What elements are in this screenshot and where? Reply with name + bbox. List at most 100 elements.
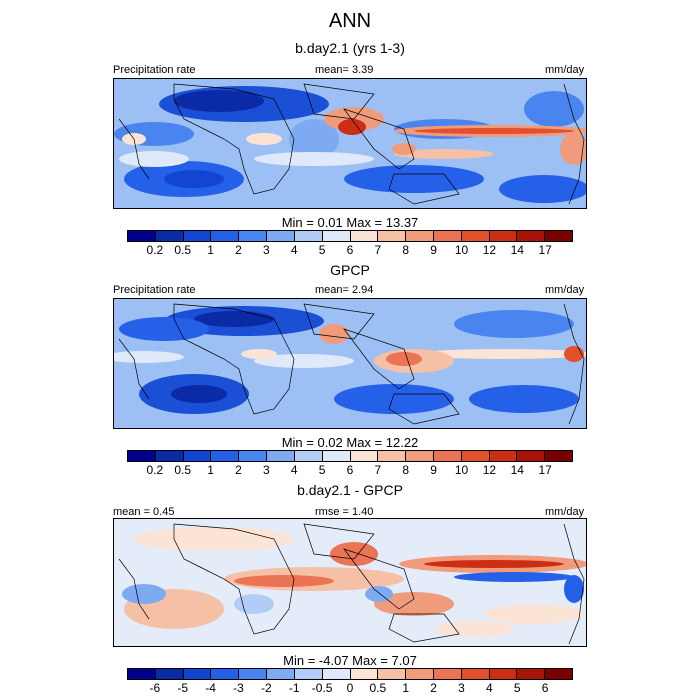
colorbar-tick-label: -6 — [149, 681, 161, 695]
colorbar-tick-label: 7 — [374, 243, 382, 257]
colorbar-tick-label: 3 — [458, 681, 465, 695]
panel1-units-label: mm/day — [545, 64, 585, 76]
colorbar-tick-label: 10 — [454, 243, 469, 257]
colorbar-swatch — [545, 451, 572, 461]
colorbar-swatch — [489, 669, 518, 679]
colorbar-swatch — [350, 451, 379, 461]
colorbar-swatch — [128, 669, 156, 679]
colorbar-swatch — [155, 669, 184, 679]
colorbar-swatch — [378, 451, 407, 461]
colorbar-swatch — [128, 451, 156, 461]
colorbar-swatch — [433, 231, 462, 241]
colorbar-swatch — [489, 451, 518, 461]
panel2-colorbar-labels: 0.2 0.5 1 2 3 4 5 6 7 8 9 10 12 14 17 — [127, 463, 573, 479]
colorbar-swatch — [350, 231, 379, 241]
colorbar-swatch — [433, 669, 462, 679]
colorbar-tick-label: 2 — [235, 463, 242, 477]
colorbar-swatch — [406, 669, 434, 679]
colorbar-swatch — [322, 231, 351, 241]
colorbar-swatch — [239, 231, 268, 241]
colorbar-tick-label: 1 — [207, 463, 214, 477]
colorbar-tick-label: 3 — [263, 463, 270, 477]
colorbar-swatch — [378, 231, 407, 241]
colorbar-tick-label: -5 — [177, 681, 189, 695]
colorbar-tick-label: 0.5 — [369, 681, 387, 695]
colorbar-tick-label: 14 — [510, 243, 524, 257]
colorbar-tick-label: 4 — [290, 243, 298, 257]
colorbar-swatch — [461, 451, 490, 461]
colorbar-swatch — [211, 669, 240, 679]
panel2-title: GPCP — [330, 262, 370, 278]
colorbar-tick-label: 0.2 — [146, 463, 164, 477]
colorbar-tick-label: -1 — [288, 681, 300, 695]
colorbar-swatch — [128, 231, 156, 241]
panel3-units-label: mm/day — [545, 506, 585, 518]
colorbar-swatch — [267, 451, 295, 461]
colorbar-tick-label: 7 — [374, 463, 382, 477]
colorbar-tick-label: 4 — [486, 681, 493, 695]
colorbar-tick-label: -0.5 — [311, 681, 333, 695]
colorbar-swatch — [433, 451, 462, 461]
colorbar-tick-label: 14 — [510, 463, 524, 477]
colorbar-tick-label: -3 — [233, 681, 244, 695]
colorbar-swatch — [211, 231, 240, 241]
colorbar-tick-label: -4 — [205, 681, 216, 695]
panel1-minmax: Min = 0.01 Max = 13.37 — [281, 215, 419, 230]
colorbar-tick-label: 1 — [207, 243, 214, 257]
colorbar-tick-label: 10 — [454, 463, 469, 477]
panel2-map — [113, 298, 587, 429]
colorbar-tick-label: 6 — [346, 243, 354, 257]
colorbar-tick-label: -2 — [261, 681, 272, 695]
colorbar-swatch — [322, 669, 351, 679]
colorbar-swatch — [545, 669, 572, 679]
colorbar-tick-label: 17 — [538, 243, 552, 257]
colorbar-tick-label: 5 — [318, 463, 326, 477]
panel3-colorbar — [127, 668, 573, 680]
colorbar-tick-label: 3 — [263, 243, 270, 257]
panel1-colorbar-labels: 0.2 0.5 1 2 3 4 5 6 7 8 9 10 12 14 17 — [127, 243, 573, 259]
panel2-left-label: Precipitation rate — [113, 284, 196, 296]
colorbar-swatch — [517, 669, 546, 679]
colorbar-tick-label: 2 — [235, 243, 242, 257]
colorbar-tick-label: 2 — [430, 681, 437, 695]
colorbar-swatch — [350, 669, 379, 679]
colorbar-swatch — [517, 231, 546, 241]
colorbar-swatch — [267, 231, 295, 241]
colorbar-swatch — [545, 231, 572, 241]
colorbar-tick-label: 0.5 — [174, 463, 192, 477]
colorbar-tick-label: 0 — [346, 681, 354, 695]
panel3-minmax: Min = -4.07 Max = 7.07 — [283, 653, 417, 668]
panel1-colorbar — [127, 230, 573, 242]
colorbar-swatch — [294, 451, 323, 461]
colorbar-swatch — [155, 231, 184, 241]
colorbar-swatch — [406, 451, 434, 461]
colorbar-swatch — [461, 669, 490, 679]
panel3-mean-label: mean = 0.45 — [113, 506, 175, 518]
panel3-colorbar-labels: -6 -5 -4 -3 -2 -1 -0.5 0 0.5 1 2 3 4 5 6 — [127, 681, 573, 697]
colorbar-swatch — [406, 231, 434, 241]
colorbar-tick-label: 4 — [290, 463, 298, 477]
panel3-rmse-label: rmse = 1.40 — [315, 506, 374, 518]
colorbar-swatch — [155, 451, 184, 461]
colorbar-swatch — [183, 231, 212, 241]
colorbar-tick-label: 0.5 — [174, 243, 192, 257]
colorbar-tick-label: 9 — [430, 243, 437, 257]
colorbar-tick-label: 12 — [482, 243, 497, 257]
colorbar-tick-label: 6 — [346, 463, 354, 477]
colorbar-swatch — [322, 451, 351, 461]
colorbar-swatch — [294, 231, 323, 241]
colorbar-swatch — [183, 451, 212, 461]
colorbar-tick-label: 9 — [430, 463, 437, 477]
colorbar-tick-label: 5 — [318, 243, 326, 257]
panel2-minmax: Min = 0.02 Max = 12.22 — [281, 435, 419, 450]
colorbar-swatch — [183, 669, 212, 679]
colorbar-swatch — [211, 451, 240, 461]
panel1-mean-label: mean= 3.39 — [315, 64, 374, 76]
colorbar-tick-label: 12 — [482, 463, 497, 477]
page-title: ANN — [328, 10, 372, 32]
panel3-map — [113, 518, 587, 647]
colorbar-tick-label: 1 — [402, 681, 410, 695]
panel1-left-label: Precipitation rate — [113, 64, 196, 76]
colorbar-tick-label: 6 — [541, 681, 549, 695]
panel1-map — [113, 78, 587, 209]
